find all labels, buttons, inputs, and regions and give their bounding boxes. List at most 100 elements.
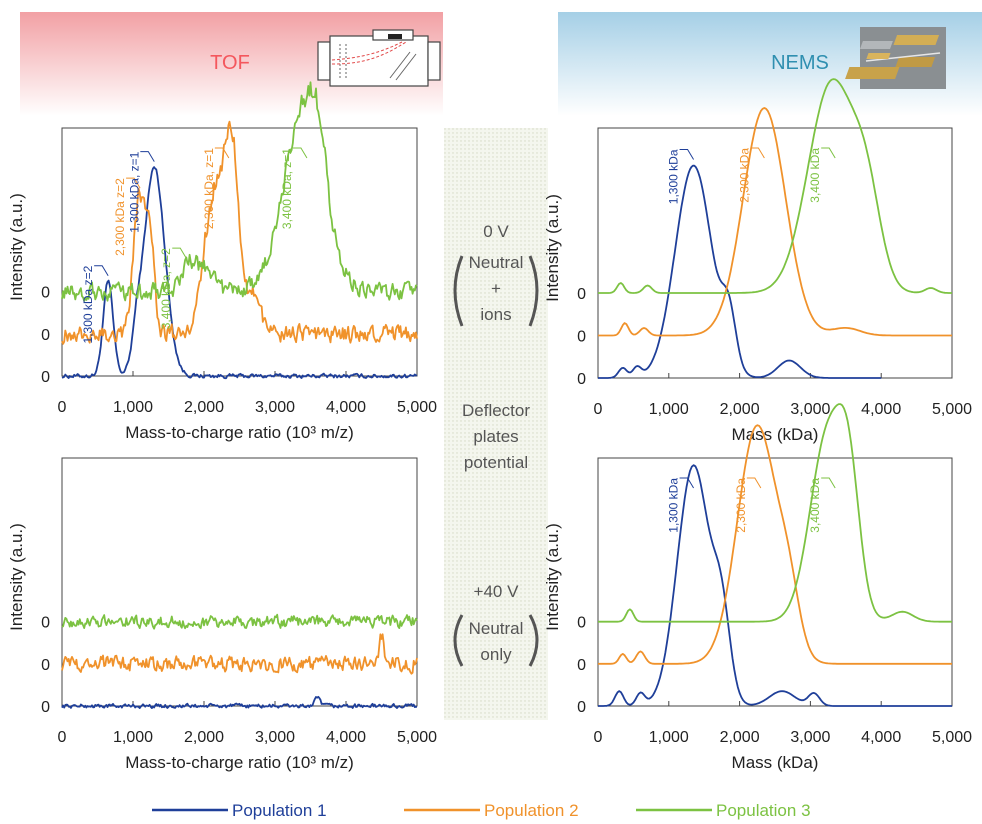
chart-nems-40v: 0 1,000 2,000 3,000 4,000 5,000 Mass (kDa) Inte…: [543, 403, 972, 772]
condition-1-line1: Neutral: [469, 253, 524, 272]
zero-offset-label: 0: [577, 286, 586, 303]
series-line-2: [598, 424, 952, 665]
x-axis-label: Mass (kDa): [732, 425, 819, 444]
y-axis-label: Intensity (a.u.): [7, 523, 26, 631]
x-axis-label: Mass (kDa): [732, 753, 819, 772]
x-tick-label: 1,000: [649, 401, 689, 418]
series-line-1: [598, 164, 882, 379]
peak-annotation: 2,300 kDa, z=1: [202, 148, 216, 229]
deflector-line3: potential: [464, 453, 528, 472]
x-tick-label: 5,000: [932, 401, 972, 418]
chart-tof-0v: 0 1,000 2,000 3,000 4,000 5,000 Mass-to-charge…: [7, 81, 437, 442]
zero-offset-label: 0: [41, 285, 50, 302]
x-tick-label: 0: [594, 729, 603, 746]
annotation-leader: [172, 247, 187, 259]
tof-instrument-icon: [317, 29, 441, 87]
legend-label-3: Population 3: [716, 801, 811, 820]
nems-device-icon: [845, 27, 946, 89]
annotation-leader: [140, 151, 155, 162]
x-tick-label: 2,000: [720, 729, 760, 746]
x-axis-label: Mass-to-charge ratio (10³ m/z): [125, 753, 354, 772]
nems-header-title: NEMS: [771, 52, 829, 74]
annotation-leader: [679, 149, 695, 160]
zero-offset-label: 0: [577, 371, 586, 388]
peak-annotation: 1,300 kDa: [667, 478, 681, 533]
zero-offset-label: 0: [577, 615, 586, 632]
zero-offset-label: 0: [41, 699, 50, 716]
annotation-leader: [821, 477, 836, 489]
x-tick-label: 1,000: [113, 729, 153, 746]
annotation-leader: [126, 177, 141, 189]
annotation-leader: [750, 147, 765, 159]
y-axis-label: Intensity (a.u.): [543, 523, 562, 631]
x-tick-label: 4,000: [861, 729, 901, 746]
plot-frame: [597, 127, 953, 379]
zero-offset-label: 0: [41, 657, 50, 674]
chart-tof-40v: 0 1,000 2,000 3,000 4,000 5,000 Mass-to-charge…: [7, 457, 437, 772]
y-axis-label: Intensity (a.u.): [543, 194, 562, 302]
peak-annotation: 2,300 kDa z=2: [113, 178, 127, 256]
zero-offset-label: 0: [577, 699, 586, 716]
x-tick-label: 4,000: [861, 401, 901, 418]
peak-annotation: 3,400 kDa: [808, 148, 822, 203]
plot-frame: [597, 457, 953, 707]
zero-offset-label: 0: [41, 327, 50, 344]
peak-annotation: 3,400 kDa, z=2: [159, 248, 173, 329]
peak-annotation: 3,400 kDa, z=1: [280, 148, 294, 229]
series-line-2: [598, 107, 952, 337]
peak-annotation: 2,300 kDa: [734, 478, 748, 533]
x-tick-label: 3,000: [255, 729, 295, 746]
chart-nems-0v: 0 1,000 2,000 3,000 4,000 5,000 Mass (kDa) Inte…: [543, 78, 972, 444]
x-tick-label: 1,000: [113, 399, 153, 416]
series-line-3: [598, 403, 952, 623]
zero-offset-label: 0: [41, 615, 50, 632]
series-line-3: [598, 78, 952, 294]
zero-offset-label: 0: [577, 329, 586, 346]
zero-offset-label: 0: [41, 369, 50, 386]
x-tick-label: 0: [58, 729, 67, 746]
tof-header-title: TOF: [210, 52, 250, 74]
plot-frame: [61, 127, 418, 377]
x-tick-label: 0: [58, 399, 67, 416]
x-tick-label: 3,000: [255, 399, 295, 416]
annotation-leader: [214, 147, 230, 159]
series-line-2: [61, 120, 418, 345]
condition-1-line3: ions: [480, 305, 511, 324]
series-line-3: [61, 81, 418, 302]
paren-left-1: [453, 255, 464, 327]
condition-2-line1: Neutral: [469, 619, 524, 638]
x-tick-label: 3,000: [790, 401, 830, 418]
legend: Population 1 Population 2 Population 3: [152, 801, 811, 820]
x-tick-label: 0: [594, 401, 603, 418]
paren-right-2: [528, 614, 539, 667]
peak-annotation: 1,300 kDa, z=1: [127, 151, 141, 232]
condition-2-voltage: +40 V: [474, 582, 520, 601]
x-tick-label: 4,000: [326, 729, 366, 746]
paren-left-2: [453, 614, 464, 667]
condition-2-line2: only: [480, 645, 512, 664]
middle-strip: [444, 128, 548, 720]
legend-label-2: Population 2: [484, 801, 579, 820]
series-line-1: [61, 166, 418, 380]
x-tick-label: 2,000: [184, 729, 224, 746]
condition-1-voltage: 0 V: [483, 222, 509, 241]
annotation-leader: [746, 477, 762, 489]
condition-1-line2: +: [491, 279, 501, 298]
series-line-1: [598, 464, 952, 707]
paren-right-1: [528, 255, 539, 327]
annotation-leader: [292, 147, 308, 159]
deflector-line2: plates: [473, 427, 518, 446]
plot-frame: [61, 457, 418, 707]
peak-annotation: 1,300 kDa z=2: [81, 265, 95, 343]
series-line-1: [61, 695, 418, 709]
x-tick-label: 1,000: [649, 729, 689, 746]
series-line-3: [61, 613, 418, 630]
annotation-leader: [821, 147, 836, 159]
x-tick-label: 2,000: [720, 401, 760, 418]
legend-label-1: Population 1: [232, 801, 327, 820]
x-tick-label: 5,000: [397, 729, 437, 746]
x-tick-label: 4,000: [326, 399, 366, 416]
zero-offset-label: 0: [577, 657, 586, 674]
x-axis-label: Mass-to-charge ratio (10³ m/z): [125, 423, 354, 442]
